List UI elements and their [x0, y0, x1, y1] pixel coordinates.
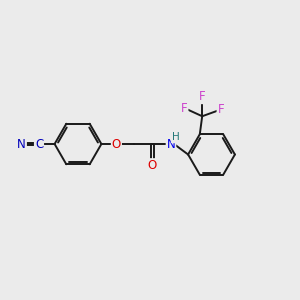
Text: C: C	[35, 137, 43, 151]
Text: O: O	[112, 137, 121, 151]
Text: F: F	[218, 103, 224, 116]
Text: F: F	[181, 102, 188, 115]
Text: F: F	[199, 90, 206, 103]
Text: O: O	[148, 159, 157, 172]
Text: N: N	[167, 137, 176, 151]
Text: N: N	[17, 137, 26, 151]
Text: H: H	[172, 132, 179, 142]
